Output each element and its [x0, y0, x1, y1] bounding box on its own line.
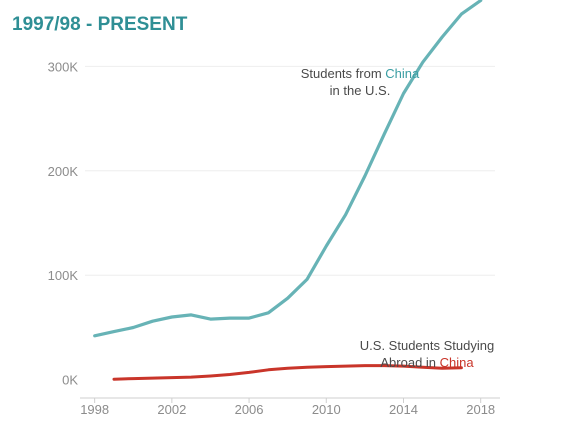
china-line-annotation-line: Students from China — [301, 66, 420, 81]
y-tick-label: 100K — [48, 268, 79, 283]
x-tick-label: 2014 — [389, 402, 418, 417]
us-line-annotation-line: Abroad in China — [380, 355, 474, 370]
annotation-segment: China — [385, 66, 420, 81]
x-tick-label: 2018 — [466, 402, 495, 417]
x-tick-label: 2006 — [235, 402, 264, 417]
x-tick-label: 1998 — [80, 402, 109, 417]
gridlines — [85, 65, 495, 276]
series-lines — [93, 0, 483, 381]
annotation-segment: in the U.S. — [330, 83, 391, 98]
x-tick-label: 2002 — [157, 402, 186, 417]
us-students-line — [112, 364, 463, 381]
x-tick-label: 2010 — [312, 402, 341, 417]
china-students-line — [93, 0, 483, 338]
china-line-annotation-line: in the U.S. — [330, 83, 391, 98]
y-tick-label: 200K — [48, 164, 79, 179]
axes: 0K 100K 200K 300K 1998 2002 2006 2010 2014 2018 — [48, 59, 500, 417]
annotation-segment: U.S. Students Studying — [360, 338, 494, 353]
annotation-segment: Students from — [301, 66, 386, 81]
chart-title: 1997/98 - PRESENT — [12, 14, 188, 35]
us-line-annotation-line: U.S. Students Studying — [360, 338, 494, 353]
annotation-segment: China — [440, 355, 475, 370]
y-tick-label: 300K — [48, 59, 79, 74]
annotations: Students from China in the U.S. U.S. Stude… — [301, 66, 494, 370]
annotation-segment: Abroad in — [380, 355, 439, 370]
y-tick-label: 0K — [62, 373, 78, 388]
